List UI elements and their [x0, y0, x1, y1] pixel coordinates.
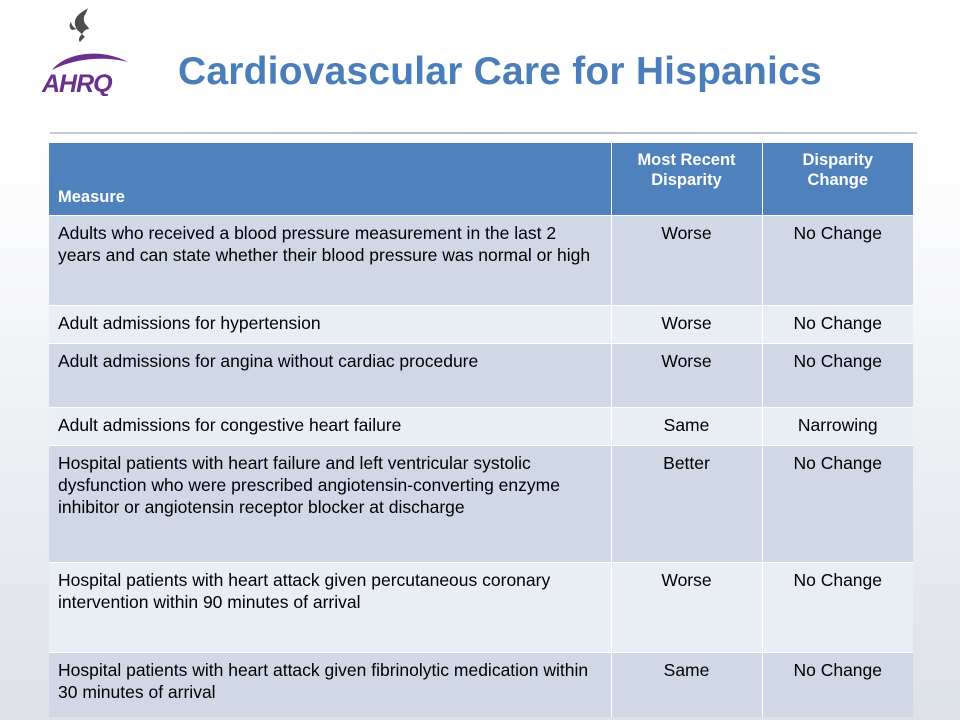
table-row: Adult admissions for angina without card… [49, 343, 913, 408]
table-row: Adults who received a blood pressure mea… [49, 215, 913, 306]
measure-cell: Adult admissions for congestive heart fa… [49, 407, 612, 446]
recent-disparity-cell: Worse [611, 562, 763, 653]
disparity-change-cell: No Change [762, 343, 913, 408]
disparity-change-cell: No Change [762, 305, 913, 344]
disparity-table: Measure Most Recent Disparity Disparity … [49, 143, 913, 717]
table-row: Adult admissions for hypertension Worse … [49, 305, 913, 344]
hhs-eagle-icon: AHRQ [41, 8, 128, 98]
column-header-measure: Measure [49, 143, 612, 216]
logo-wordmark: AHRQ [41, 70, 113, 96]
disparity-change-cell: No Change [762, 652, 913, 717]
disparity-change-cell: No Change [762, 445, 913, 563]
measure-cell: Adults who received a blood pressure mea… [49, 215, 612, 306]
measure-cell: Adult admissions for hypertension [49, 305, 612, 344]
disparity-change-cell: No Change [762, 562, 913, 653]
recent-disparity-cell: Same [611, 652, 763, 717]
recent-disparity-cell: Worse [611, 343, 763, 408]
column-header-recent-disparity: Most Recent Disparity [611, 143, 763, 216]
title-divider [50, 132, 917, 134]
recent-disparity-cell: Worse [611, 215, 763, 306]
recent-disparity-cell: Worse [611, 305, 763, 344]
recent-disparity-cell: Same [611, 407, 763, 446]
measure-cell: Adult admissions for angina without card… [49, 343, 612, 408]
measure-cell: Hospital patients with heart attack give… [49, 562, 612, 653]
ahrq-logo: AHRQ [36, 4, 144, 98]
page-title: Cardiovascular Care for Hispanics [178, 50, 822, 93]
table-row: Hospital patients with heart attack give… [49, 562, 913, 653]
measure-cell: Hospital patients with heart failure and… [49, 445, 612, 563]
column-header-disparity-change: Disparity Change [762, 143, 913, 216]
table-header-row: Measure Most Recent Disparity Disparity … [49, 143, 913, 216]
table-row: Hospital patients with heart failure and… [49, 445, 913, 563]
measure-cell: Hospital patients with heart attack give… [49, 652, 612, 717]
recent-disparity-cell: Better [611, 445, 763, 563]
table-row: Hospital patients with heart attack give… [49, 652, 913, 717]
table-row: Adult admissions for congestive heart fa… [49, 407, 913, 446]
disparity-change-cell: No Change [762, 215, 913, 306]
disparity-change-cell: Narrowing [762, 407, 913, 446]
